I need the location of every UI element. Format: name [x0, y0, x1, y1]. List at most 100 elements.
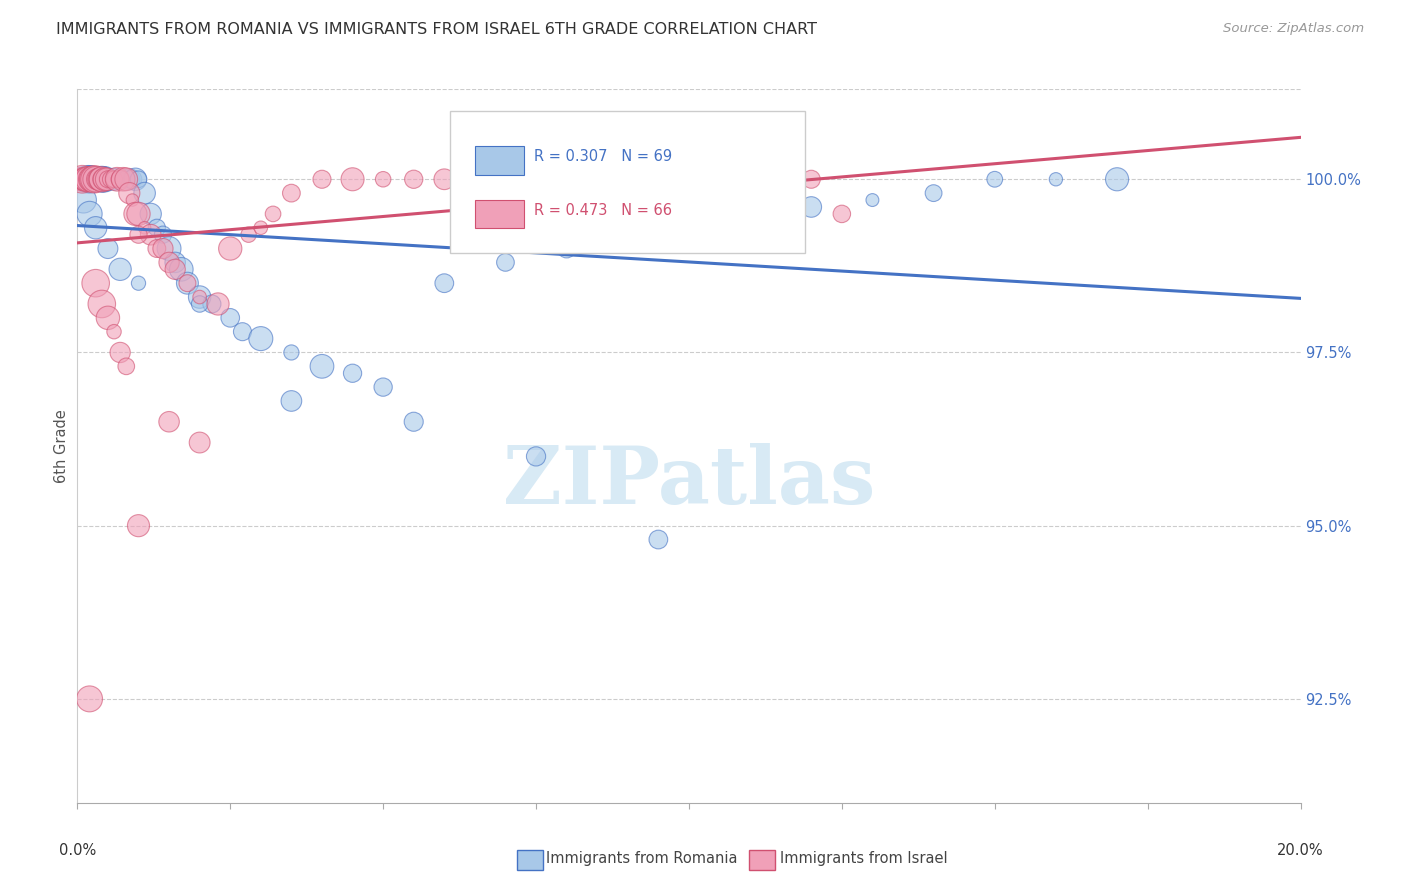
- Point: [238, 227, 260, 242]
- Point: [157, 415, 180, 429]
- Point: [371, 380, 394, 394]
- Point: [97, 242, 120, 256]
- Point: [90, 172, 112, 186]
- Text: Immigrants from Romania: Immigrants from Romania: [546, 851, 737, 865]
- Point: [231, 325, 253, 339]
- Point: [922, 186, 945, 201]
- Point: [311, 359, 333, 374]
- Point: [800, 172, 823, 186]
- Point: [124, 207, 146, 221]
- FancyBboxPatch shape: [475, 146, 524, 175]
- Point: [207, 297, 229, 311]
- Point: [342, 366, 364, 380]
- Point: [118, 172, 141, 186]
- Point: [146, 242, 169, 256]
- Y-axis label: 6th Grade: 6th Grade: [53, 409, 69, 483]
- Point: [108, 172, 131, 186]
- Point: [188, 297, 211, 311]
- Point: [371, 172, 394, 186]
- Point: [100, 172, 122, 186]
- Point: [96, 172, 118, 186]
- Point: [176, 276, 198, 290]
- Point: [87, 172, 110, 186]
- Point: [72, 172, 94, 186]
- Point: [112, 172, 135, 186]
- Point: [134, 220, 156, 235]
- Point: [108, 172, 131, 186]
- Point: [90, 297, 112, 311]
- Point: [90, 172, 112, 186]
- Point: [108, 345, 131, 359]
- Point: [79, 172, 101, 186]
- Point: [84, 220, 107, 235]
- Point: [112, 172, 135, 186]
- Point: [103, 172, 125, 186]
- Point: [647, 533, 669, 547]
- Point: [84, 172, 107, 186]
- Point: [678, 220, 700, 235]
- Point: [79, 172, 101, 186]
- Point: [250, 332, 273, 346]
- Point: [124, 172, 146, 186]
- Point: [188, 290, 211, 304]
- Point: [91, 172, 114, 186]
- Text: Immigrants from Israel: Immigrants from Israel: [780, 851, 948, 865]
- Point: [280, 186, 302, 201]
- Point: [127, 207, 149, 221]
- Point: [555, 242, 578, 256]
- Point: [342, 172, 364, 186]
- Point: [103, 325, 125, 339]
- Point: [100, 172, 122, 186]
- Point: [495, 255, 517, 269]
- Point: [77, 172, 100, 186]
- Point: [84, 276, 107, 290]
- Point: [91, 172, 114, 186]
- Point: [127, 518, 149, 533]
- Point: [984, 172, 1007, 186]
- Point: [86, 172, 108, 186]
- Point: [134, 186, 156, 201]
- Point: [80, 172, 103, 186]
- Point: [152, 227, 174, 242]
- Point: [219, 242, 242, 256]
- Point: [69, 172, 91, 186]
- Point: [176, 276, 198, 290]
- Text: R = 0.473   N = 66: R = 0.473 N = 66: [534, 203, 672, 218]
- Point: [146, 220, 169, 235]
- Point: [90, 172, 112, 186]
- Point: [121, 172, 143, 186]
- Point: [862, 193, 884, 207]
- Text: R = 0.307   N = 69: R = 0.307 N = 69: [534, 150, 672, 164]
- Point: [76, 172, 98, 186]
- Point: [157, 242, 180, 256]
- Point: [201, 297, 224, 311]
- Point: [617, 172, 640, 186]
- Point: [84, 172, 107, 186]
- Point: [96, 172, 118, 186]
- Text: ZIPatlas: ZIPatlas: [503, 442, 875, 521]
- Point: [83, 172, 105, 186]
- Point: [115, 359, 138, 374]
- FancyBboxPatch shape: [450, 111, 806, 253]
- Point: [402, 172, 425, 186]
- Point: [617, 227, 640, 242]
- Point: [188, 435, 211, 450]
- Point: [139, 227, 162, 242]
- Point: [740, 207, 762, 221]
- Point: [831, 207, 853, 221]
- Point: [83, 172, 105, 186]
- Point: [105, 172, 128, 186]
- Point: [97, 172, 120, 186]
- Point: [82, 172, 104, 186]
- Point: [402, 415, 425, 429]
- Point: [86, 172, 108, 186]
- Text: IMMIGRANTS FROM ROMANIA VS IMMIGRANTS FROM ISRAEL 6TH GRADE CORRELATION CHART: IMMIGRANTS FROM ROMANIA VS IMMIGRANTS FR…: [56, 22, 817, 37]
- Point: [139, 207, 162, 221]
- Point: [311, 172, 333, 186]
- Point: [108, 262, 131, 277]
- Point: [69, 172, 91, 186]
- Point: [115, 172, 138, 186]
- Point: [165, 255, 187, 269]
- Point: [105, 172, 128, 186]
- FancyBboxPatch shape: [475, 200, 524, 228]
